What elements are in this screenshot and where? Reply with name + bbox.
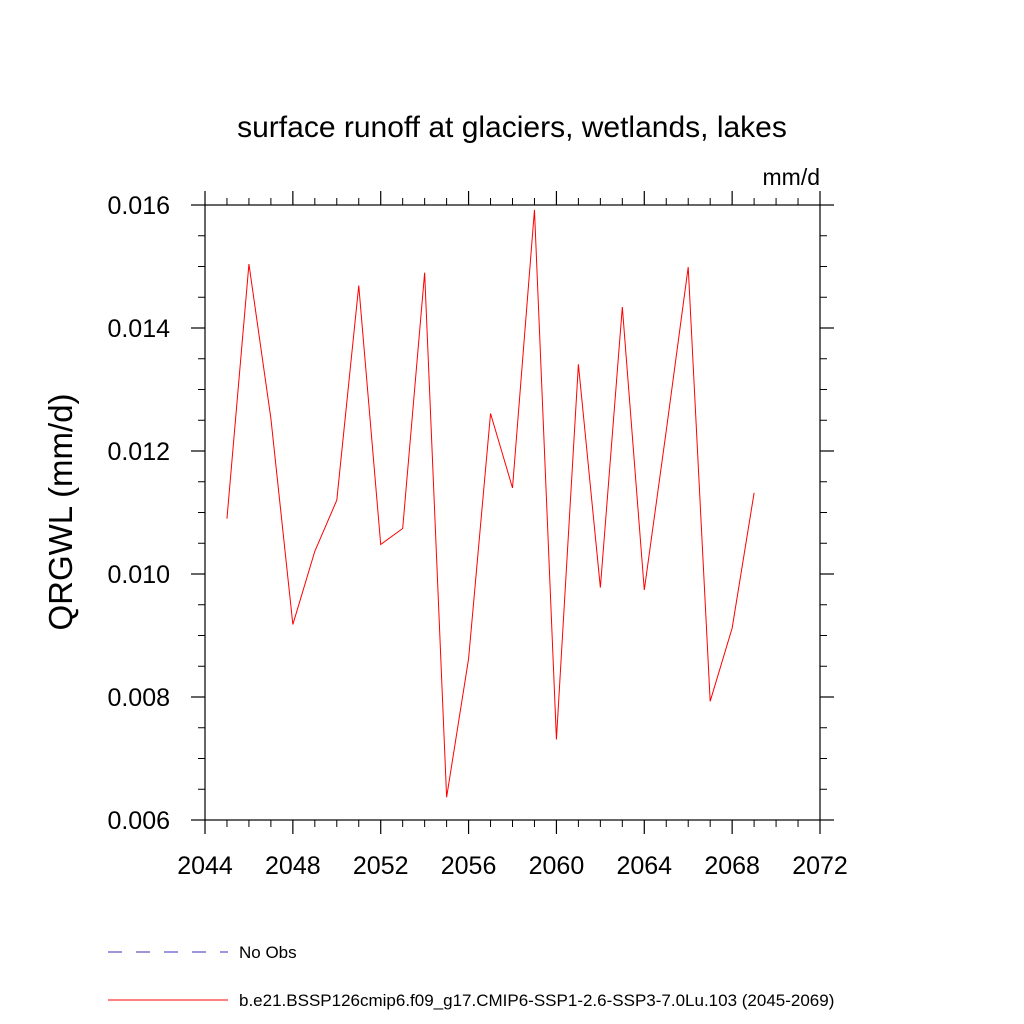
series-layer — [226, 209, 755, 798]
y-tick-label: 0.012 — [107, 438, 170, 466]
y-axis-label: QRGWL (mm/d) — [42, 393, 79, 630]
x-tick-label: 2068 — [704, 852, 760, 880]
tick-labels: 2044 2048 2052 2056 2060 2064 2068 2072 0.006 0.0… — [107, 192, 847, 880]
y-tick-label: 0.006 — [107, 807, 170, 835]
y-tick-label: 0.008 — [107, 684, 170, 712]
x-tick-label: 2060 — [529, 852, 585, 880]
x-tick-label: 2072 — [792, 852, 848, 880]
x-tick-label: 2056 — [441, 852, 497, 880]
series-line — [226, 209, 755, 798]
legend-label: b.e21.BSSP126cmip6.f09_g17.CMIP6-SSP1-2.… — [239, 991, 834, 1010]
x-tick-label: 2048 — [265, 852, 321, 880]
chart-title: surface runoff at glaciers, wetlands, la… — [237, 111, 787, 144]
legend: No Obs b.e21.BSSP126cmip6.f09_g17.CMIP6-S… — [108, 943, 834, 1010]
x-tick-label: 2064 — [616, 852, 672, 880]
minor-ticks — [198, 198, 827, 827]
legend-label: No Obs — [239, 943, 297, 962]
units-label: mm/d — [763, 164, 821, 190]
y-tick-label: 0.016 — [107, 192, 170, 220]
y-tick-label: 0.010 — [107, 561, 170, 589]
x-tick-label: 2052 — [353, 852, 409, 880]
plot-frame — [204, 204, 821, 821]
x-tick-label: 2044 — [177, 852, 233, 880]
major-ticks — [191, 191, 834, 834]
y-tick-label: 0.014 — [107, 315, 170, 343]
